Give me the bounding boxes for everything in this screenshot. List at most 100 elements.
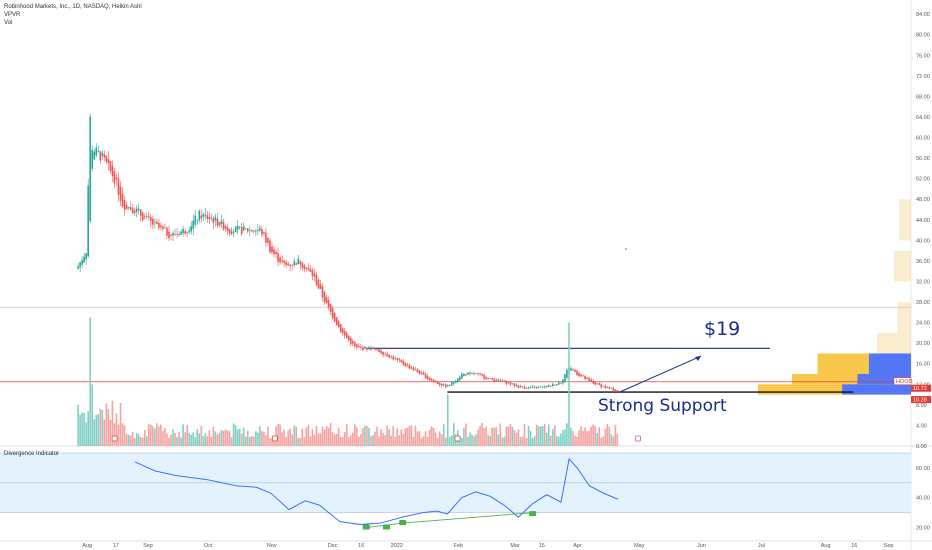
candle-body <box>560 382 562 384</box>
volume-bar <box>168 437 170 446</box>
candle-body <box>513 383 516 387</box>
candle-body <box>129 207 132 210</box>
candle-body <box>263 231 265 234</box>
volume-bar <box>354 424 356 446</box>
candle-body <box>549 385 552 387</box>
vpvr-row <box>792 374 911 385</box>
candle-body <box>578 372 580 377</box>
volume-bar <box>206 436 209 446</box>
volume-bar <box>331 432 334 446</box>
price-tag-low <box>911 396 931 404</box>
vpvr-row-up <box>857 374 911 385</box>
candle-body <box>269 240 271 253</box>
candle-body <box>297 258 300 265</box>
volume-bar <box>345 424 348 446</box>
legend-vpvr[interactable]: VPVR <box>4 12 21 18</box>
candle-body <box>580 374 582 377</box>
candle-body <box>85 253 87 260</box>
candle-body <box>147 216 150 218</box>
target-annotation: $19 <box>704 318 741 340</box>
volume-bar <box>414 425 417 446</box>
candle-body <box>368 347 370 349</box>
volume-bar <box>481 423 483 446</box>
candle-body <box>299 261 302 265</box>
candle-body <box>150 216 152 221</box>
volume-bar <box>560 433 562 446</box>
volume-bar <box>349 435 352 446</box>
volume-bar <box>337 427 340 446</box>
candle-body <box>188 230 190 233</box>
volume-bar <box>602 436 605 446</box>
legend-vol[interactable]: Vol <box>4 20 13 26</box>
candle-body <box>319 284 322 289</box>
volume-bar <box>586 431 588 446</box>
volume-bar <box>390 435 392 446</box>
volume-bar <box>204 433 207 446</box>
candle-body <box>556 383 558 386</box>
candle-body <box>362 347 364 351</box>
candle-body <box>394 358 397 359</box>
volume-bar <box>578 430 580 446</box>
volume-bar <box>301 428 304 446</box>
candle-body <box>354 342 356 347</box>
volume-bar <box>139 437 142 446</box>
candle-body <box>311 270 314 277</box>
candle-body <box>194 215 197 225</box>
candle-body <box>141 212 144 221</box>
candle-body <box>309 268 312 272</box>
candle-body <box>196 220 199 221</box>
vpvr-row <box>899 199 911 241</box>
candle-body <box>392 356 395 360</box>
candle-body <box>349 337 352 345</box>
volume-bar <box>485 426 487 446</box>
volume-bar <box>200 426 203 446</box>
volume-bar <box>564 429 566 446</box>
indicator-title[interactable]: Divergence Indicator <box>4 451 60 457</box>
price-tag-symbol-text: HOOD <box>896 379 913 385</box>
volume-bar <box>465 423 467 446</box>
legend-title[interactable]: Robinhood Markets, Inc., 1D, NASDAQ, Hei… <box>4 4 142 10</box>
candle-body <box>384 353 386 355</box>
volume-bar <box>448 436 451 446</box>
volume-bar <box>202 436 205 446</box>
candle-body <box>463 373 465 376</box>
volume-bar <box>145 436 148 446</box>
volume-bar <box>176 436 178 446</box>
candle-body <box>97 150 100 152</box>
price-tick-label: 0.00 <box>916 444 927 450</box>
volume-bar <box>182 424 184 446</box>
candle-body <box>356 344 358 348</box>
volume-bar <box>279 424 281 446</box>
volume-bar <box>156 423 158 446</box>
price-tag-low-text: 10.28 <box>913 398 927 404</box>
candle-body <box>172 232 174 236</box>
volume-bar <box>515 432 518 446</box>
volume-bar <box>440 434 443 446</box>
candle-body <box>216 218 219 226</box>
divergence-marker <box>383 524 391 530</box>
volume-bar <box>150 424 152 446</box>
volume-bar <box>198 433 201 446</box>
candle-body <box>505 380 508 385</box>
volume-bar <box>519 437 522 446</box>
volume-bar <box>347 437 350 446</box>
candle-body <box>481 373 483 376</box>
volume-bar <box>529 430 532 446</box>
candle-body <box>204 214 207 216</box>
volume-bar <box>133 438 136 446</box>
volume-bar <box>95 415 98 446</box>
volume-bar <box>392 425 395 446</box>
volume-bar <box>158 426 160 446</box>
volume-bar <box>501 437 504 446</box>
volume-bar <box>285 436 287 446</box>
volume-bar <box>147 424 150 446</box>
candle-body <box>180 231 182 235</box>
x-tick-label: 17 <box>113 543 119 549</box>
candle-body <box>115 177 118 180</box>
candle-body <box>186 232 188 234</box>
candle-body <box>352 341 354 344</box>
price-tick-label: 76.00 <box>916 53 930 59</box>
volume-bar <box>450 435 453 446</box>
volume-bar <box>170 434 172 446</box>
